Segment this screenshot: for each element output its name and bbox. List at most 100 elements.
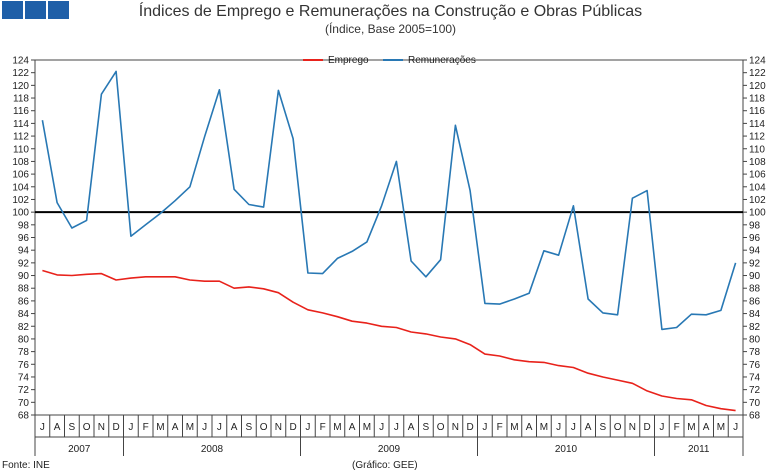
x-tick-label: S xyxy=(423,422,430,433)
x-tick-label: N xyxy=(629,422,636,433)
y-tick-label-left: 120 xyxy=(12,81,29,92)
x-tick-label: A xyxy=(526,422,533,433)
y-tick-label-right: 112 xyxy=(749,132,765,143)
y-tick-label-right: 118 xyxy=(749,94,765,105)
x-tick-label: D xyxy=(290,422,297,433)
x-tick-label: F xyxy=(320,422,326,433)
y-tick-label-left: 84 xyxy=(18,309,30,320)
y-tick-label-right: 120 xyxy=(749,81,766,92)
x-tick-label: N xyxy=(275,422,282,433)
y-tick-label-left: 92 xyxy=(18,258,30,269)
x-tick-label: A xyxy=(349,422,356,433)
y-tick-label-right: 88 xyxy=(749,284,761,295)
y-tick-label-left: 74 xyxy=(18,372,30,383)
x-tick-label: S xyxy=(246,422,253,433)
x-tick-label: M xyxy=(363,422,371,433)
logo-square xyxy=(25,1,46,19)
x-tick-label: O xyxy=(260,422,268,433)
x-tick-label: J xyxy=(379,422,384,433)
y-tick-label-left: 82 xyxy=(18,322,30,333)
y-tick-label-right: 122 xyxy=(749,68,766,79)
y-tick-label-left: 102 xyxy=(12,195,29,206)
x-tick-label: J xyxy=(482,422,487,433)
x-tick-label: A xyxy=(54,422,61,433)
x-tick-label: M xyxy=(333,422,341,433)
x-tick-label: J xyxy=(571,422,576,433)
year-label: 2010 xyxy=(555,444,578,455)
y-tick-label-left: 96 xyxy=(18,233,30,244)
y-tick-label-right: 72 xyxy=(749,385,761,396)
y-tick-label-right: 86 xyxy=(749,296,761,307)
x-tick-label: A xyxy=(231,422,238,433)
y-tick-label-left: 104 xyxy=(12,182,29,193)
x-tick-label: J xyxy=(659,422,664,433)
y-tick-label-left: 114 xyxy=(13,119,29,130)
x-tick-label: D xyxy=(644,422,651,433)
y-tick-label-right: 104 xyxy=(749,182,766,193)
year-label: 2008 xyxy=(201,444,224,455)
x-tick-label: A xyxy=(408,422,415,433)
y-tick-label-left: 98 xyxy=(18,220,30,231)
year-label: 2007 xyxy=(68,444,91,455)
y-tick-label-right: 96 xyxy=(749,233,761,244)
y-tick-label-left: 122 xyxy=(12,68,29,79)
y-tick-label-left: 88 xyxy=(18,284,30,295)
y-tick-label-left: 100 xyxy=(12,208,29,219)
x-tick-label: J xyxy=(733,422,738,433)
x-tick-label: J xyxy=(40,422,45,433)
x-tick-label: M xyxy=(510,422,518,433)
x-tick-label: O xyxy=(614,422,622,433)
x-tick-label: M xyxy=(186,422,194,433)
y-tick-label-right: 116 xyxy=(749,106,765,117)
plot-area-frame xyxy=(34,59,744,416)
y-tick-label-right: 78 xyxy=(749,347,761,358)
y-tick-label-right: 74 xyxy=(749,372,761,383)
x-tick-label: A xyxy=(585,422,592,433)
chart-subtitle: (Índice, Base 2005=100) xyxy=(324,22,457,36)
y-tick-label-left: 78 xyxy=(18,347,30,358)
x-tick-label: F xyxy=(497,422,503,433)
y-tick-label-left: 110 xyxy=(13,144,29,155)
legend-label: Remunerações xyxy=(408,55,476,66)
x-tick-label: J xyxy=(202,422,207,433)
y-tick-label-right: 124 xyxy=(749,56,766,67)
y-tick-label-right: 84 xyxy=(749,309,761,320)
y-tick-label-left: 94 xyxy=(18,246,30,257)
x-tick-label: D xyxy=(113,422,120,433)
x-tick-label: M xyxy=(540,422,548,433)
y-tick-label-left: 70 xyxy=(18,398,30,409)
y-tick-label-left: 80 xyxy=(18,334,30,345)
logo-square xyxy=(48,1,69,19)
y-tick-label-left: 124 xyxy=(12,56,29,67)
legend-label: Emprego xyxy=(328,55,369,66)
year-label: 2011 xyxy=(688,444,710,455)
x-tick-label: J xyxy=(128,422,133,433)
y-tick-label-right: 114 xyxy=(749,119,765,130)
y-tick-label-left: 90 xyxy=(18,271,30,282)
y-tick-label-left: 72 xyxy=(18,385,30,396)
series-line-emprego xyxy=(42,269,736,412)
x-tick-label: O xyxy=(83,422,91,433)
x-tick-label: M xyxy=(687,422,695,433)
x-tick-label: D xyxy=(467,422,474,433)
y-tick-label-left: 106 xyxy=(12,170,29,181)
y-tick-label-right: 90 xyxy=(749,271,761,282)
y-tick-label-right: 82 xyxy=(749,322,761,333)
y-tick-label-left: 68 xyxy=(18,411,30,422)
x-tick-label: J xyxy=(217,422,222,433)
x-tick-label: M xyxy=(156,422,164,433)
y-tick-label-right: 68 xyxy=(749,411,761,422)
series-line-remunera-es xyxy=(41,70,737,331)
y-tick-label-left: 108 xyxy=(12,157,29,168)
credit-note: (Gráfico: GEE) xyxy=(352,460,418,471)
y-tick-label-right: 70 xyxy=(749,398,761,409)
x-tick-label: J xyxy=(305,422,310,433)
y-tick-label-right: 94 xyxy=(749,246,761,257)
x-tick-label: N xyxy=(452,422,459,433)
y-tick-label-right: 100 xyxy=(749,208,766,219)
y-tick-label-left: 116 xyxy=(13,106,29,117)
x-tick-label: J xyxy=(394,422,399,433)
x-tick-label: S xyxy=(600,422,607,433)
y-tick-label-left: 76 xyxy=(18,360,30,371)
